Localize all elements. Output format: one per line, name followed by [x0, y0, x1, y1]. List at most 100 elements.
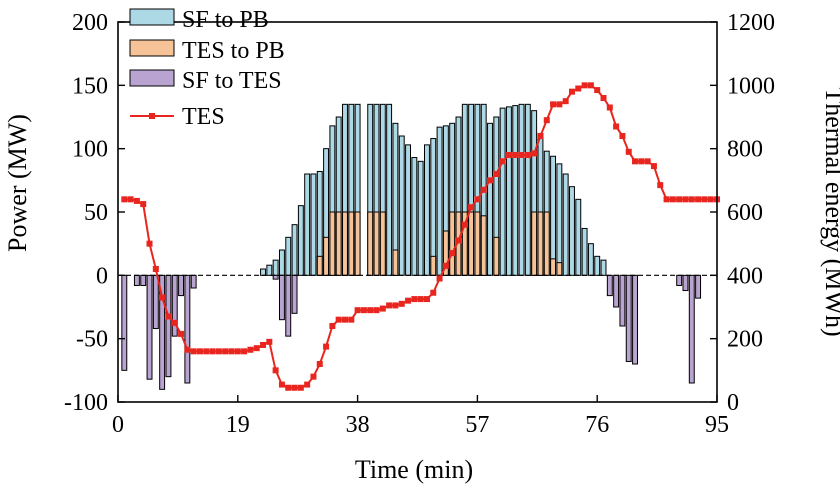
tes-marker: [707, 196, 714, 203]
tes-marker: [354, 307, 361, 314]
bar-sf-to-tes: [613, 274, 620, 308]
bar-sf-to-pb: [575, 198, 582, 276]
tes-marker: [417, 296, 424, 303]
tes-marker: [178, 330, 185, 337]
tes-marker: [568, 88, 575, 95]
bar-sf-to-pb: [524, 103, 531, 276]
tes-marker: [140, 201, 147, 208]
bar-sf-to-tes: [695, 274, 702, 299]
bar-sf-to-pb: [487, 122, 493, 276]
bar-tes-to-pb: [367, 211, 374, 276]
left-tick-label: 50: [84, 200, 108, 226]
tes-marker: [190, 348, 197, 355]
right-tick-label: 1200: [727, 10, 775, 36]
tes-marker: [184, 346, 191, 353]
bar-sf-to-pb: [436, 126, 443, 276]
bar-tes-to-pb: [556, 262, 563, 276]
tes-marker: [272, 367, 279, 374]
bar-sf-to-pb: [518, 103, 525, 276]
x-axis-label: Time (min): [355, 455, 473, 484]
tes-marker: [436, 275, 443, 282]
tes-marker: [657, 182, 664, 189]
tes-marker: [260, 342, 267, 348]
bar-tes-to-pb: [392, 249, 399, 276]
tes-marker: [600, 95, 607, 101]
tes-marker: [430, 289, 437, 296]
tes-marker: [449, 250, 456, 257]
tes-marker: [575, 85, 582, 92]
bar-sf-to-tes: [688, 274, 695, 384]
tes-marker: [474, 196, 481, 203]
tes-marker: [587, 82, 594, 89]
bar-tes-to-pb: [329, 211, 336, 276]
tes-marker: [386, 302, 393, 309]
bar-tes-to-pb: [430, 255, 437, 276]
bar-tes-to-pb: [474, 211, 481, 276]
tes-marker: [442, 262, 449, 269]
tes-marker: [285, 384, 292, 391]
bar-sf-to-tes: [272, 274, 279, 280]
legend-label-sf-to-pb: SF to PB: [182, 7, 269, 33]
tes-marker: [228, 348, 235, 355]
tes-marker: [518, 152, 525, 158]
tes-marker: [341, 316, 348, 323]
sf-to-tes-bars: [121, 274, 702, 390]
bar-sf-to-pb: [297, 205, 304, 276]
tes-marker: [556, 101, 563, 108]
left-tick-label: -100: [64, 390, 108, 416]
bar-tes-to-pb: [354, 211, 361, 276]
tes-marker: [632, 158, 639, 165]
tes-marker: [468, 204, 475, 211]
left-axis-ticks: -100 -50 0 50 100 150 200: [64, 10, 125, 416]
bar-sf-to-pb: [411, 157, 418, 276]
y-axis-right-label: Thermal energy (MWh): [820, 87, 840, 336]
tes-marker: [241, 348, 248, 355]
tes-marker: [196, 348, 203, 355]
right-tick-label: 400: [727, 263, 763, 289]
tes-marker: [203, 348, 210, 355]
tes-marker: [524, 152, 531, 158]
tes-marker: [165, 313, 172, 320]
bar-sf-to-pb: [587, 243, 594, 276]
bar-tes-to-pb: [550, 258, 557, 276]
tes-marker: [505, 152, 512, 158]
tes-marker: [543, 117, 550, 124]
bar-sf-to-pb: [417, 160, 424, 276]
tes-marker: [625, 148, 632, 155]
tes-marker: [379, 305, 386, 312]
bar-tes-to-pb: [543, 211, 550, 276]
bar-sf-to-tes: [291, 274, 298, 314]
legend-label-sf-to-tes: SF to TES: [182, 68, 282, 94]
bar-sf-to-tes: [632, 274, 638, 365]
bar-sf-to-pb: [278, 249, 285, 276]
tes-marker: [613, 123, 620, 130]
bar-sf-to-pb: [310, 173, 317, 276]
tes-marker: [663, 196, 670, 203]
tes-marker: [253, 345, 260, 352]
bar-sf-to-tes: [133, 274, 140, 286]
tes-marker: [127, 196, 134, 203]
bar-sf-to-pb: [430, 138, 437, 276]
tes-marker: [329, 323, 336, 329]
tes-marker: [676, 196, 683, 203]
bar-sf-to-tes: [285, 274, 292, 337]
bar-sf-to-tes: [625, 274, 632, 362]
tes-to-pb-bars: [316, 211, 563, 276]
tes-marker: [423, 296, 430, 303]
right-tick-label: 200: [727, 327, 763, 353]
tes-marker: [682, 196, 689, 203]
bar-sf-to-tes: [619, 274, 626, 327]
bar-sf-to-pb: [266, 264, 273, 276]
tes-marker: [152, 266, 159, 272]
tes-marker: [606, 104, 613, 111]
x-tick-label: 57: [465, 412, 489, 438]
tes-marker: [291, 384, 298, 391]
x-tick-label: 0: [112, 412, 124, 438]
tes-marker: [688, 196, 695, 203]
tes-marker: [619, 133, 626, 139]
bar-sf-to-pb: [600, 259, 607, 276]
bar-sf-to-pb: [398, 135, 405, 276]
left-tick-label: 200: [72, 10, 108, 36]
bar-tes-to-pb: [335, 211, 342, 276]
